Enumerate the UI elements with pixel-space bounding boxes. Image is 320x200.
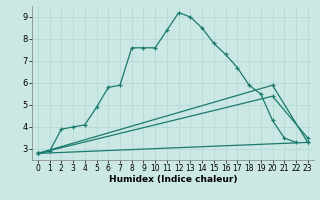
X-axis label: Humidex (Indice chaleur): Humidex (Indice chaleur) [108, 175, 237, 184]
